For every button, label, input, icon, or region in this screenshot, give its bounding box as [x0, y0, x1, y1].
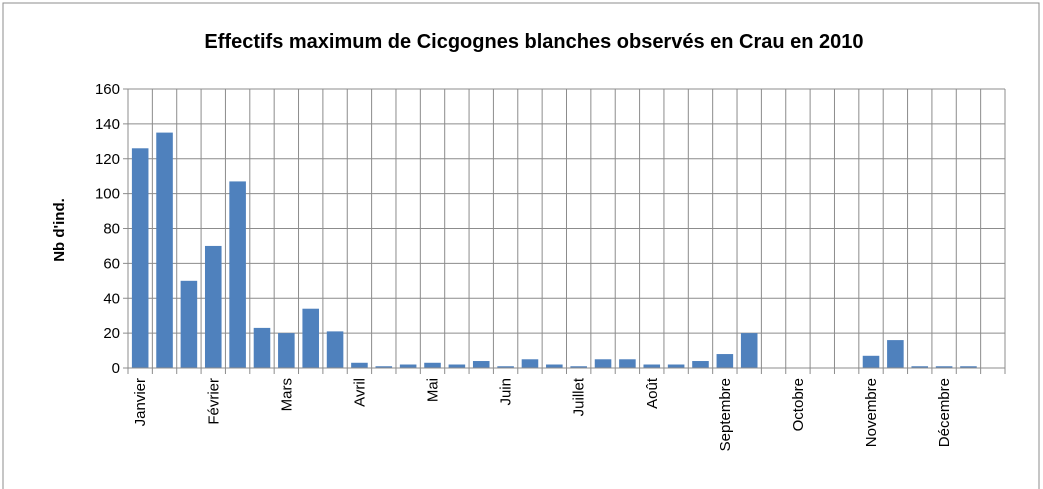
bar: [229, 181, 246, 368]
x-tick-label: Novembre: [863, 378, 880, 447]
y-tick-label: 60: [103, 255, 120, 272]
y-tick-label: 80: [103, 221, 120, 238]
bar: [911, 366, 929, 368]
x-tick-label: Janvier: [132, 378, 149, 426]
bar: [716, 354, 734, 368]
bar: [862, 355, 880, 368]
bar: [887, 340, 904, 368]
bar: [253, 327, 271, 368]
bar: [448, 364, 466, 368]
x-tick-label: Mars: [278, 378, 295, 411]
y-tick-label: 0: [112, 360, 120, 377]
bar: [131, 148, 149, 368]
y-tick-label: 20: [103, 325, 120, 342]
y-axis-label: Nb d'ind.: [51, 198, 68, 262]
bar: [351, 362, 368, 368]
bar: [497, 366, 514, 368]
x-tick-label: Septembre: [717, 378, 734, 451]
bar: [399, 364, 417, 368]
bar: [180, 280, 198, 368]
x-tick-label: Décembre: [936, 378, 953, 447]
x-tick-label: Mai: [425, 378, 442, 402]
chart-title: Effectifs maximum de Cicgognes blanches …: [204, 31, 863, 53]
bar: [521, 359, 539, 368]
bar: [935, 366, 953, 368]
bar: [424, 362, 441, 368]
bar: [375, 366, 393, 368]
bar: [740, 333, 758, 368]
x-tick-label: Avril: [351, 378, 368, 407]
bar: [619, 359, 636, 368]
bar: [570, 366, 587, 368]
bar: [302, 308, 319, 368]
bar: [156, 132, 173, 368]
y-tick-label: 160: [95, 81, 120, 98]
y-tick-label: 100: [95, 186, 120, 203]
bar: [546, 364, 563, 368]
x-tick-label: Juin: [498, 378, 515, 406]
bar: [692, 361, 709, 368]
bar: [204, 245, 222, 368]
bar: [667, 364, 685, 368]
y-tick-label: 140: [95, 116, 120, 133]
bar: [326, 331, 344, 368]
bar: [278, 333, 295, 368]
bar: [643, 364, 661, 368]
x-tick-label: Juillet: [571, 377, 588, 416]
bar: [594, 359, 612, 368]
y-tick-label: 40: [103, 290, 120, 307]
x-tick-label: Février: [205, 378, 222, 425]
x-tick-label: Août: [644, 377, 661, 409]
x-tick-label: Octobre: [790, 378, 807, 431]
y-tick-label: 120: [95, 151, 120, 168]
bar: [472, 361, 490, 368]
bar: [960, 366, 977, 368]
